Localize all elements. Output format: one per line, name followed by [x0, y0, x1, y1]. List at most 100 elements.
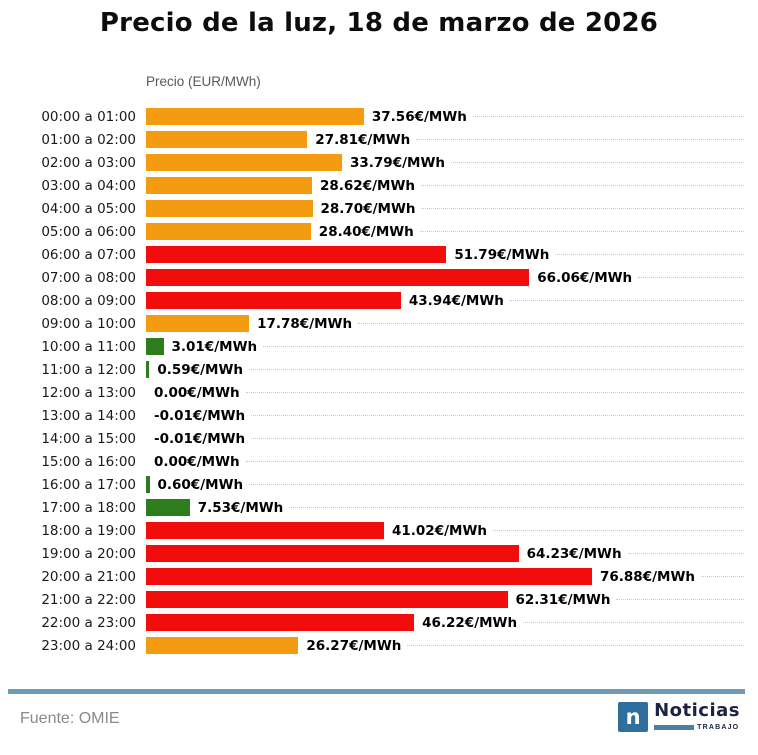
time-label: 17:00 a 18:00	[41, 499, 136, 516]
price-bar	[146, 292, 401, 309]
chart-row: 20:00 a 21:00 76.88€/MWh	[0, 568, 748, 585]
chart-row: 12:00 a 13:00 0.00€/MWh	[0, 384, 748, 401]
price-value-label: 0.00€/MWh	[154, 453, 240, 470]
price-value-label: -0.01€/MWh	[154, 407, 246, 424]
dotted-leader-line	[492, 530, 744, 531]
source-caption: Fuente: OMIE	[20, 710, 120, 727]
dotted-leader-line	[251, 438, 744, 439]
price-value-label: 41.02€/MWh	[392, 522, 487, 539]
bar-track: 62.31€/MWh	[146, 591, 748, 608]
price-value-label: 28.62€/MWh	[320, 177, 415, 194]
dotted-leader-line	[700, 576, 744, 577]
dotted-leader-line	[245, 461, 744, 462]
time-label: 12:00 a 13:00	[41, 384, 136, 401]
logo-sub-row: TRABAJO	[654, 724, 740, 731]
bar-track: 0.00€/MWh	[146, 454, 748, 470]
dotted-leader-line	[248, 369, 744, 370]
bar-track: 51.79€/MWh	[146, 246, 748, 263]
time-label: 06:00 a 07:00	[41, 246, 136, 263]
brand-logo: n Noticias TRABAJO	[618, 702, 740, 732]
price-value-label: -0.01€/MWh	[154, 430, 246, 447]
dotted-leader-line	[416, 139, 744, 140]
time-label: 18:00 a 19:00	[41, 522, 136, 539]
dotted-leader-line	[472, 116, 744, 117]
price-bar	[146, 637, 299, 654]
bar-track: 28.40€/MWh	[146, 223, 748, 240]
chart-title: Precio de la luz, 18 de marzo de 2026	[99, 8, 659, 38]
bar-track: 0.60€/MWh	[146, 476, 748, 493]
time-label: 16:00 a 17:00	[41, 476, 136, 493]
bar-track: 26.27€/MWh	[146, 637, 748, 654]
price-bar	[146, 361, 150, 378]
dotted-leader-line	[419, 231, 744, 232]
time-label: 09:00 a 10:00	[41, 315, 136, 332]
bar-track: 28.70€/MWh	[146, 200, 748, 217]
time-label: 10:00 a 11:00	[41, 338, 136, 355]
time-label: 13:00 a 14:00	[41, 407, 136, 424]
price-bar	[146, 154, 342, 171]
logo-brand-name: Noticias	[654, 700, 740, 721]
chart-row: 03:00 a 04:00 28.62€/MWh	[0, 177, 748, 194]
dotted-leader-line	[421, 208, 744, 209]
price-value-label: 3.01€/MWh	[171, 338, 258, 355]
bar-track: 0.59€/MWh	[146, 361, 748, 378]
bar-track: 3.01€/MWh	[146, 338, 748, 355]
chart-row: 01:00 a 02:00 27.81€/MWh	[0, 131, 748, 148]
bar-track: -0.01€/MWh	[146, 431, 748, 447]
chart-row: 18:00 a 19:00 41.02€/MWh	[0, 522, 748, 539]
chart-row: 13:00 a 14:00 -0.01€/MWh	[0, 407, 748, 424]
price-bar	[146, 246, 447, 263]
chart-row: 09:00 a 10:00 17.78€/MWh	[0, 315, 748, 332]
price-bar	[146, 108, 364, 125]
dotted-leader-line	[358, 323, 744, 324]
time-label: 07:00 a 08:00	[41, 269, 136, 286]
price-value-label: 66.06€/MWh	[537, 269, 633, 286]
price-bar	[146, 338, 164, 355]
dotted-leader-line	[523, 622, 744, 623]
dotted-leader-line	[249, 484, 744, 485]
price-value-label: 27.81€/MWh	[315, 131, 411, 148]
chart-row: 06:00 a 07:00 51.79€/MWh	[0, 246, 748, 263]
chart-row: 10:00 a 11:00 3.01€/MWh	[0, 338, 748, 355]
price-value-label: 26.27€/MWh	[306, 637, 402, 654]
price-value-label: 0.00€/MWh	[154, 384, 240, 401]
chart-row: 15:00 a 16:00 0.00€/MWh	[0, 453, 748, 470]
bar-track: 27.81€/MWh	[146, 131, 748, 148]
price-bar	[146, 568, 592, 585]
price-bar	[146, 131, 308, 148]
chart-row: 04:00 a 05:00 28.70€/MWh	[0, 200, 748, 217]
time-label: 15:00 a 16:00	[41, 453, 136, 470]
price-value-label: 46.22€/MWh	[422, 614, 518, 631]
price-bar	[146, 614, 415, 631]
time-label: 23:00 a 24:00	[41, 637, 136, 654]
bar-track: 33.79€/MWh	[146, 154, 748, 171]
price-value-label: 33.79€/MWh	[350, 154, 445, 171]
price-bar	[146, 315, 250, 332]
chart-row: 00:00 a 01:00 37.56€/MWh	[0, 108, 748, 125]
bar-track: 46.22€/MWh	[146, 614, 748, 631]
chart-row: 08:00 a 09:00 43.94€/MWh	[0, 292, 748, 309]
footer-divider-line	[8, 689, 745, 694]
price-bar	[146, 522, 384, 539]
dotted-leader-line	[509, 300, 744, 301]
price-bar	[146, 476, 150, 493]
price-value-label: 64.23€/MWh	[526, 545, 622, 562]
dotted-leader-line	[638, 277, 744, 278]
chart-row: 07:00 a 08:00 66.06€/MWh	[0, 269, 748, 286]
chart-row: 11:00 a 12:00 0.59€/MWh	[0, 361, 748, 378]
time-label: 22:00 a 23:00	[41, 614, 136, 631]
price-value-label: 51.79€/MWh	[454, 246, 550, 263]
logo-text-block: Noticias TRABAJO	[654, 702, 740, 731]
noticias-logo-icon: n	[618, 702, 649, 732]
chart-row: 19:00 a 20:00 64.23€/MWh	[0, 545, 748, 562]
time-label: 08:00 a 09:00	[41, 292, 136, 309]
dotted-leader-line	[407, 645, 744, 646]
time-label: 03:00 a 04:00	[41, 177, 136, 194]
time-label: 19:00 a 20:00	[41, 545, 136, 562]
price-value-label: 28.70€/MWh	[320, 200, 416, 217]
price-bar	[146, 269, 530, 286]
bar-track: 37.56€/MWh	[146, 108, 748, 125]
bar-track: 17.78€/MWh	[146, 315, 748, 332]
dotted-leader-line	[616, 599, 744, 600]
